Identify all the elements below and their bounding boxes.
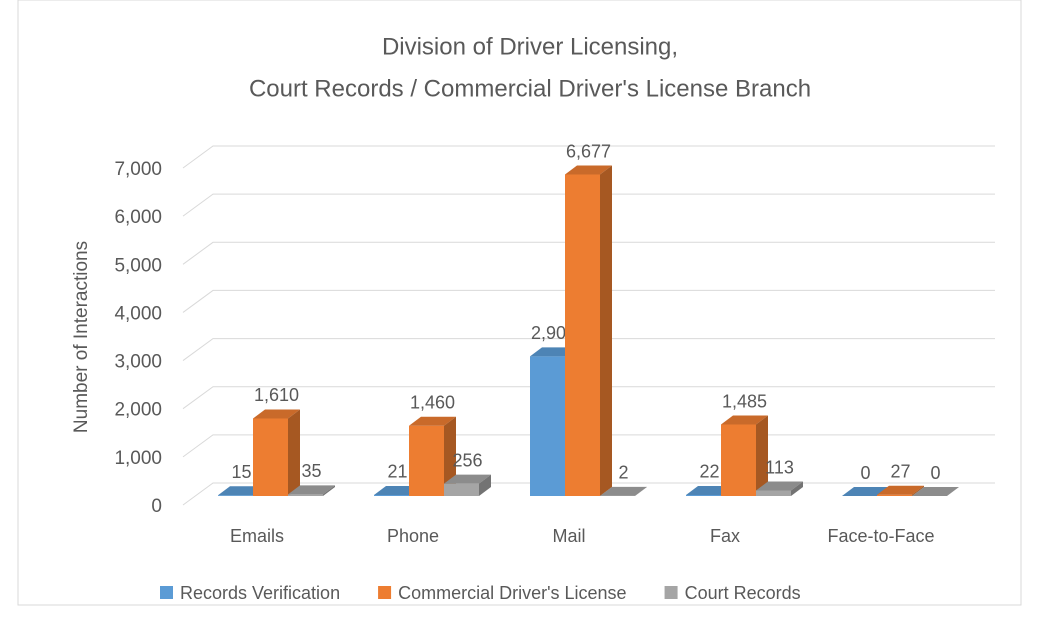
- y-tick-label: 0: [151, 496, 162, 517]
- bar: [877, 494, 912, 496]
- data-label: 22: [699, 462, 719, 482]
- x-tick-label: Phone: [387, 526, 439, 546]
- bar-side: [444, 416, 456, 496]
- data-label: 35: [301, 461, 321, 481]
- bar-top: [721, 415, 768, 425]
- x-tick-label: Mail: [552, 526, 585, 546]
- bar-top: [253, 409, 300, 419]
- y-tick-label: 6,000: [114, 207, 162, 228]
- bar: [721, 424, 756, 496]
- legend-label: Commercial Driver's License: [398, 583, 627, 603]
- x-tick-label: Face-to-Face: [827, 526, 934, 546]
- grid-line: [182, 241, 995, 265]
- grid-line: [182, 386, 995, 410]
- x-tick-label: Fax: [710, 526, 740, 546]
- bar-side: [912, 485, 924, 496]
- data-label: 21: [387, 462, 407, 482]
- bar: [409, 425, 444, 496]
- data-label: 256: [452, 450, 482, 470]
- y-tick-label: 2,000: [114, 400, 162, 421]
- data-label: 0: [860, 463, 870, 483]
- bar: [444, 483, 479, 496]
- legend-swatch: [664, 586, 678, 599]
- y-tick-label: 1,000: [114, 448, 162, 469]
- bar-side: [791, 481, 803, 496]
- legend-swatch: [378, 586, 392, 599]
- bar: [288, 494, 323, 496]
- bar-side: [635, 486, 647, 496]
- y-tick-label: 7,000: [114, 159, 162, 180]
- bar-top: [756, 481, 803, 491]
- chart-title: Division of Driver Licensing,: [382, 33, 678, 60]
- bar-side: [756, 415, 768, 496]
- data-label: 113: [765, 457, 794, 477]
- bar-top: [409, 416, 456, 426]
- x-tick-label: Emails: [230, 526, 284, 546]
- data-label: 27: [890, 461, 910, 481]
- bar-top: [600, 486, 647, 496]
- data-label: 15: [231, 462, 251, 482]
- bar-side: [479, 474, 491, 496]
- y-axis-title: Number of Interactions: [71, 241, 92, 433]
- chart-title: Court Records / Commercial Driver's Lice…: [249, 75, 811, 102]
- bar: [530, 356, 565, 496]
- data-label: 1,485: [722, 391, 767, 411]
- y-tick-label: 4,000: [114, 303, 162, 324]
- grid-line: [182, 338, 995, 361]
- data-label: 1,610: [254, 385, 299, 405]
- data-label: 1,460: [410, 392, 455, 412]
- bar-side: [323, 485, 335, 496]
- y-tick-label: 5,000: [114, 255, 162, 276]
- data-label: 2: [618, 463, 628, 483]
- bar-top: [565, 165, 612, 175]
- bar: [686, 494, 721, 496]
- bar-top: [877, 485, 924, 495]
- data-label: 2,900: [531, 323, 576, 343]
- bar-top: [444, 474, 491, 484]
- grid-line: [182, 193, 995, 217]
- data-label: 6,677: [566, 141, 611, 161]
- legend-swatch: [160, 586, 173, 599]
- bar: [756, 490, 791, 496]
- grid-line: [182, 289, 995, 313]
- legend-label: Records Verification: [180, 583, 340, 603]
- data-label: 0: [930, 463, 940, 483]
- grid-line: [182, 145, 995, 169]
- bar: [565, 174, 600, 496]
- bar-top: [842, 487, 889, 496]
- legend-label: Court Records: [685, 583, 801, 603]
- chart-border: [17, 0, 1022, 606]
- bar-side: [600, 165, 612, 496]
- bar-top: [912, 487, 959, 496]
- bar: [253, 418, 288, 496]
- bar-side: [288, 409, 300, 496]
- y-tick-label: 3,000: [114, 352, 162, 373]
- bar: [374, 494, 409, 496]
- bar-top: [288, 485, 335, 495]
- bar: [218, 495, 253, 496]
